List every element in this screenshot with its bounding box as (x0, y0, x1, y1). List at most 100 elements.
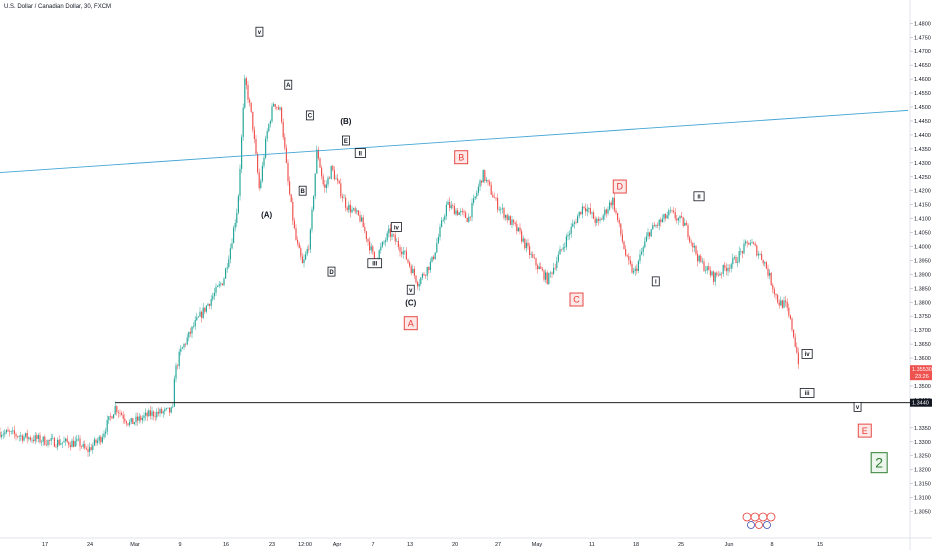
x-tick-label: Apr (333, 542, 342, 548)
candle-body (428, 266, 430, 271)
candle-body (100, 436, 102, 443)
candle-body (642, 247, 644, 252)
candle-body (284, 137, 286, 148)
candle-body (500, 209, 502, 210)
candle-body (52, 437, 54, 439)
y-tick-label: 1.4450 (914, 119, 931, 125)
candle-body (717, 274, 719, 276)
wave-label-box (367, 258, 383, 269)
candle-body (525, 242, 527, 249)
candle-body (785, 300, 787, 302)
candle-body (604, 209, 606, 216)
candle-body (73, 440, 75, 447)
candle-body (346, 207, 348, 210)
candle-body (669, 210, 671, 211)
candle-body (175, 365, 177, 379)
candle-body (210, 299, 212, 306)
candle-body (484, 170, 486, 181)
wave-label: v (406, 284, 415, 295)
candle-body (695, 245, 697, 254)
x-axis: 17 24 Mar 9 16 23 12:00 Apr 7 13 20 27 May 11 18 25 Jun 8… (42, 542, 823, 548)
candle-body (247, 85, 249, 100)
candle-body (413, 268, 415, 276)
candle-body (452, 205, 454, 206)
y-tick-label: 1.3700 (914, 328, 931, 334)
candle-body (169, 407, 171, 413)
candle-body (399, 247, 401, 252)
candle-body (180, 348, 182, 352)
trendline-segment[interactable] (0, 109, 909, 174)
candle-body (665, 214, 667, 219)
candle-body (721, 273, 723, 275)
candle-body (575, 222, 577, 223)
candle-body (722, 264, 724, 274)
y-tick-label: 1.4000 (914, 245, 931, 251)
wave-label-box (327, 266, 336, 277)
candle-body (527, 242, 529, 247)
candle-body (620, 223, 622, 235)
candle-body (353, 208, 355, 210)
wave-label: D (327, 266, 336, 277)
wave-label-box (801, 348, 813, 359)
candle-body (241, 136, 243, 169)
candle-body (487, 179, 489, 182)
candle-body (349, 204, 351, 213)
candle-body (449, 201, 451, 208)
candle-body (0, 432, 1, 437)
y-tick-label: 1.3200 (914, 468, 931, 474)
wave-label-text: (C) (405, 298, 416, 307)
candle-body (285, 147, 287, 163)
candle-body (797, 352, 799, 365)
candle-body (289, 181, 291, 195)
candle-body (108, 416, 110, 421)
wave-label-box (651, 276, 660, 287)
candle-body (724, 264, 726, 268)
y-axis: 1.4800 1.4750 1.4700 1.4650 1.4600 1.4550 1.45… (910, 21, 931, 516)
candle-body (540, 266, 542, 269)
candle-body (602, 215, 604, 220)
candle-body (186, 337, 188, 345)
candle-body (297, 239, 299, 244)
candle-body (2, 434, 4, 436)
x-tick-label: 27 (495, 542, 501, 548)
x-tick-label: 12:00 (298, 542, 312, 548)
candle-body (655, 225, 657, 227)
candle-body (748, 242, 750, 245)
candle-body (524, 238, 526, 249)
candle-body (281, 107, 283, 122)
candle-body (421, 273, 423, 278)
candle-body (81, 446, 83, 448)
candle-body (121, 413, 123, 416)
candle-body (354, 208, 356, 212)
candle-body (74, 441, 76, 447)
y-tick-label: 1.4150 (914, 203, 931, 209)
candle-body (319, 158, 321, 168)
wave-label-box (799, 388, 815, 398)
candle-body (465, 212, 467, 219)
candle-body (255, 139, 257, 154)
x-tick-label: 8 (770, 542, 773, 548)
candle-body (5, 430, 7, 433)
candle-body (220, 283, 222, 285)
candle-body (193, 326, 195, 328)
candle-body (125, 421, 127, 424)
candle-body (521, 231, 523, 242)
candle-body (468, 216, 470, 222)
y-tick-label: 1.4750 (914, 35, 931, 41)
candle-body (546, 272, 548, 284)
candle-body (77, 438, 79, 440)
candle-body (279, 107, 281, 110)
y-tick-label: 1.3950 (914, 258, 931, 264)
trendline[interactable] (0, 109, 909, 174)
candle-body (29, 437, 31, 440)
candle-body (341, 196, 343, 199)
candle-body (436, 243, 438, 253)
wave-label-text: (A) (261, 210, 272, 219)
candle-body (327, 177, 329, 185)
candle-body (666, 215, 668, 219)
candle-body (228, 259, 230, 268)
candle-body (725, 267, 727, 272)
wave-label-box (454, 150, 469, 165)
candle-body (345, 197, 347, 208)
